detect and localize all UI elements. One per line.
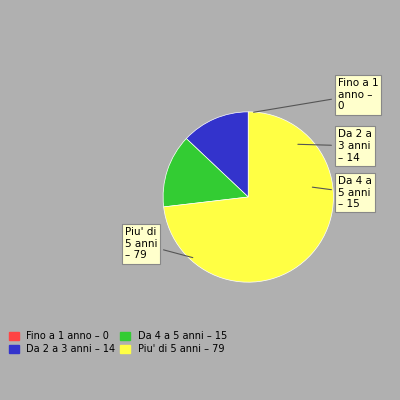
Text: Fino a 1
anno –
0: Fino a 1 anno – 0	[254, 78, 378, 112]
Text: Da 2 a
3 anni
– 14: Da 2 a 3 anni – 14	[298, 129, 372, 162]
Legend: Fino a 1 anno – 0, Da 2 a 3 anni – 14, Da 4 a 5 anni – 15, Piu' di 5 anni – 79: Fino a 1 anno – 0, Da 2 a 3 anni – 14, D…	[6, 328, 230, 357]
Wedge shape	[164, 112, 334, 282]
Wedge shape	[186, 112, 248, 197]
Text: Piu' di
5 anni
– 79: Piu' di 5 anni – 79	[125, 227, 193, 260]
Text: Da 4 a
5 anni
– 15: Da 4 a 5 anni – 15	[312, 176, 372, 209]
Wedge shape	[163, 138, 248, 207]
